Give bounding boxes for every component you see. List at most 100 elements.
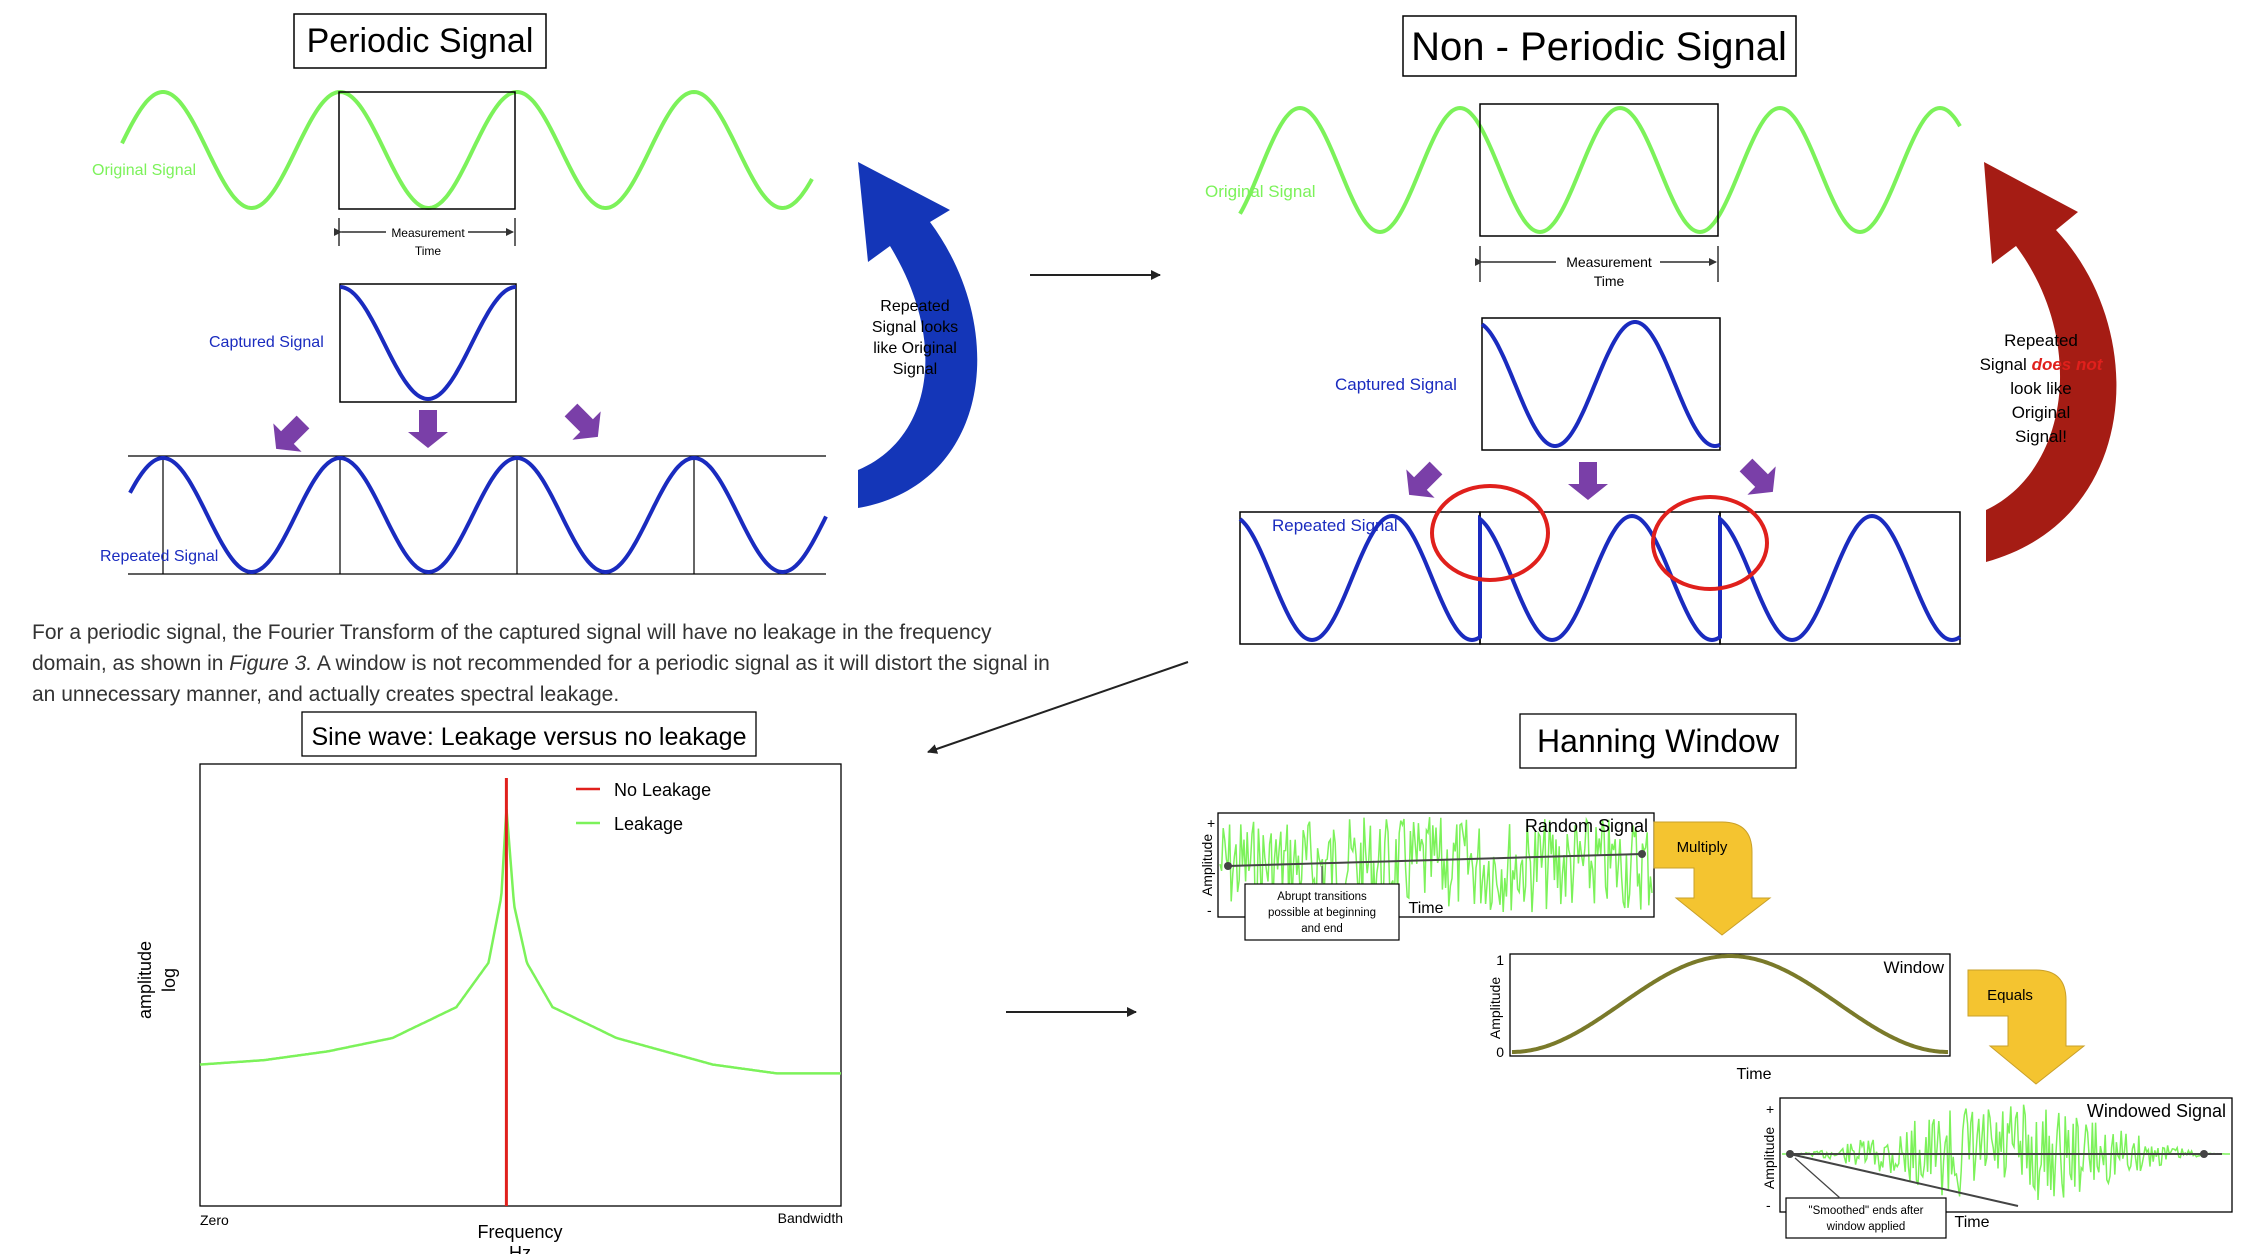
random-signal-plot: Random Signal Amplitude + - Time Abrupt … — [1199, 812, 1655, 941]
periodic-title: Periodic Signal — [307, 22, 534, 60]
window-plot: Window 1 0 Amplitude Time — [1487, 952, 1951, 1083]
svg-text:Signal!: Signal! — [2015, 427, 2067, 446]
nonperiodic-measurement-span: Measurement Time — [1475, 246, 1719, 289]
svg-text:Abrupt transitions: Abrupt transitions — [1277, 891, 1367, 903]
svg-text:Signal does not: Signal does not — [1980, 355, 2104, 374]
y-axis-scale: log — [159, 968, 179, 992]
window-label: Window — [1884, 958, 1945, 977]
equals-label: Equals — [1987, 987, 2033, 1004]
windowed-signal-wave — [1782, 1104, 2230, 1201]
chart-title-box — [301, 711, 757, 757]
windowed-amplitude-label: Amplitude — [1761, 1127, 1777, 1189]
nonperiodic-captured-box — [1481, 317, 1721, 451]
svg-text:Repeated: Repeated — [880, 298, 949, 315]
periodic-title-box — [293, 13, 547, 69]
periodic-curved-arrow-icon — [858, 162, 978, 508]
nonperiodic-repeated-wave — [1238, 513, 1962, 643]
svg-text:+: + — [1207, 815, 1215, 831]
svg-text:Original: Original — [2012, 403, 2071, 422]
x-tick-bandwidth: Bandwidth — [778, 1210, 843, 1226]
periodic-repeated-label: Repeated Signal — [100, 548, 218, 565]
nonperiodic-captured-label: Captured Signal — [1335, 375, 1457, 394]
nonperiodic-panel: Non - Periodic Signal Original Signal Me… — [1205, 15, 2117, 645]
svg-text:Repeated: Repeated — [2004, 331, 2078, 350]
svg-text:possible at beginning: possible at beginning — [1268, 907, 1376, 919]
svg-text:0: 0 — [1496, 1044, 1504, 1060]
purple-arrow-icon — [1739, 458, 1776, 495]
svg-text:Signal: Signal — [893, 361, 937, 378]
windowed-signal-label: Windowed Signal — [2087, 1101, 2226, 1121]
windowed-signal-plot: Windowed Signal Amplitude + - Time "Smoo… — [1761, 1097, 2233, 1239]
periodic-repeated-wave — [128, 455, 828, 575]
chart-title: Sine wave: Leakage versus no leakage — [311, 723, 746, 751]
purple-arrow-icon — [564, 403, 601, 440]
svg-text:and end: and end — [1301, 923, 1343, 935]
nonperiodic-curved-arrow-icon — [1984, 162, 2117, 562]
svg-text:look like: look like — [2010, 379, 2071, 398]
periodic-captured-wave — [339, 285, 517, 402]
x-tick-zero: Zero — [200, 1212, 229, 1228]
nonperiodic-title: Non - Periodic Signal — [1411, 25, 1787, 69]
svg-text:Signal looks: Signal looks — [872, 319, 958, 336]
hanning-panel: Hanning Window Random Signal Amplitude +… — [1199, 713, 2233, 1239]
chart-plot-area — [199, 763, 842, 1207]
nonperiodic-measurement-time: Time — [1594, 273, 1625, 289]
periodic-down-arrows — [273, 403, 601, 452]
periodic-panel: Periodic Signal Original Signal Measurem… — [92, 13, 978, 575]
nonperiodic-repeated-note: Repeated Signal does not look like Origi… — [1980, 331, 2104, 446]
svg-text:-: - — [1766, 1197, 1771, 1213]
spectrum-chart: Sine wave: Leakage versus no leakage No … — [135, 711, 843, 1254]
nonperiodic-title-box — [1402, 15, 1797, 77]
caption-paragraph: For a periodic signal, the Fourier Trans… — [32, 621, 1050, 706]
figure-reference: Figure 3. — [229, 652, 313, 675]
does-not-emphasis: does not — [2032, 355, 2104, 374]
y-axis-label: amplitude — [135, 941, 155, 1019]
abrupt-callout-box — [1244, 883, 1400, 941]
windowed-time-label: Time — [1955, 1214, 1990, 1231]
nonperiodic-down-arrows — [1406, 458, 1776, 500]
connector-arrow-to-spectrum — [927, 661, 1189, 754]
chart-legend: No Leakage Leakage — [576, 780, 711, 834]
amplitude-axis-label: Amplitude — [1199, 834, 1215, 896]
hanning-title-box — [1519, 713, 1797, 769]
periodic-captured-box — [339, 283, 517, 403]
discontinuity-highlight — [1430, 484, 1550, 582]
nonperiodic-original-label: Original Signal — [1205, 182, 1316, 201]
nonperiodic-repeated-label: Repeated Signal — [1272, 516, 1398, 535]
periodic-repeated-note: Repeated Signal looks like Original Sign… — [872, 298, 958, 378]
svg-text:1: 1 — [1496, 952, 1504, 968]
multiply-label: Multiply — [1677, 839, 1728, 856]
x-axis-label: Frequency — [477, 1222, 562, 1242]
purple-arrow-icon — [1406, 461, 1443, 498]
random-time-label: Time — [1409, 900, 1444, 917]
nonperiodic-measurement-box — [1479, 103, 1719, 237]
nonperiodic-measurement-label: Measurement — [1566, 254, 1652, 270]
discontinuity-highlight — [1651, 495, 1769, 591]
nonperiodic-captured-wave — [1480, 320, 1721, 448]
purple-arrow-icon — [273, 415, 310, 452]
svg-text:"Smoothed" ends after: "Smoothed" ends after — [1809, 1205, 1924, 1217]
purple-arrow-icon — [408, 410, 448, 448]
equals-arrow-icon: Equals — [1967, 969, 2086, 1085]
window-time-label: Time — [1737, 1066, 1772, 1083]
periodic-measurement-box — [338, 91, 516, 210]
svg-text:-: - — [1207, 902, 1212, 918]
svg-text:window applied: window applied — [1826, 1221, 1906, 1233]
smoothed-callout-box — [1785, 1197, 1947, 1239]
multiply-arrow-icon: Multiply — [1653, 821, 1772, 936]
x-axis-unit: Hz — [509, 1243, 531, 1254]
periodic-original-wave — [120, 89, 814, 211]
abrupt-ends-line — [1227, 853, 1643, 867]
periodic-repeated-frame — [128, 455, 826, 575]
nonperiodic-original-wave — [1238, 105, 1962, 235]
svg-text:+: + — [1766, 1101, 1774, 1117]
leakage-series-line — [199, 809, 841, 1075]
hanning-title: Hanning Window — [1537, 723, 1780, 759]
periodic-measurement-span: Measurement Time — [334, 218, 516, 258]
periodic-measurement-time: Time — [415, 244, 442, 258]
legend-label-no-leakage: No Leakage — [614, 780, 711, 800]
periodic-captured-label: Captured Signal — [209, 334, 324, 351]
periodic-measurement-label: Measurement — [391, 226, 465, 240]
hanning-window-curve — [1512, 954, 1948, 1054]
